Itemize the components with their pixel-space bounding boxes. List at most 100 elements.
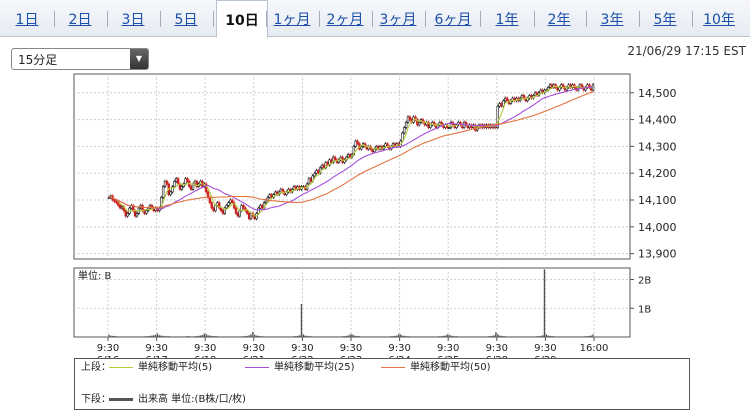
volume-bar xyxy=(358,336,361,337)
tab-2ヶ月[interactable]: 2ヶ月 xyxy=(326,12,364,28)
legend-volume: 出来高 単位:(B株/口/枚) xyxy=(109,393,246,407)
volume-bar xyxy=(192,336,194,337)
volume-bar xyxy=(528,336,531,337)
candle-body xyxy=(210,202,213,209)
tab-separator xyxy=(586,11,587,27)
volume-bar xyxy=(534,336,536,337)
volume-bar xyxy=(188,336,191,337)
tab-separator xyxy=(425,11,426,27)
candle-body xyxy=(184,178,187,185)
tab-3ヶ月[interactable]: 3ヶ月 xyxy=(379,12,417,28)
tab-2日[interactable]: 2日 xyxy=(68,12,92,28)
candle-body xyxy=(548,84,552,88)
candle-body xyxy=(502,100,505,107)
candle-body xyxy=(117,202,120,206)
volume-bar xyxy=(497,334,499,337)
interval-select-value: 15分足 xyxy=(18,53,58,67)
volume-bar xyxy=(369,336,372,337)
candle-body xyxy=(221,210,225,214)
volume-bar xyxy=(272,336,275,337)
candle-body xyxy=(307,178,311,185)
volume-bar xyxy=(517,336,519,337)
volume-bar xyxy=(588,335,591,337)
candle-body xyxy=(135,213,139,217)
volume-bar xyxy=(128,336,131,337)
volume-bar xyxy=(480,336,482,337)
volume-bar xyxy=(209,335,211,337)
candle-body xyxy=(124,210,127,217)
x-tick-label-time: 9:30 xyxy=(486,343,508,354)
volume-bar xyxy=(140,336,142,337)
volume-bar xyxy=(448,334,450,337)
candle-body xyxy=(161,186,165,198)
x-tick-label-time: 9:30 xyxy=(97,343,119,354)
tab-2年[interactable]: 2年 xyxy=(547,12,571,28)
volume-bar xyxy=(513,336,516,337)
price-tick-label: 14,200 xyxy=(638,167,677,180)
tab-10日[interactable]: 10日 xyxy=(216,0,268,38)
tab-3年[interactable]: 3年 xyxy=(600,12,624,28)
tab-10年[interactable]: 10年 xyxy=(703,12,735,28)
tab-separator xyxy=(372,11,373,27)
volume-bar xyxy=(171,336,174,337)
tab-3日[interactable]: 3日 xyxy=(121,12,145,28)
volume-bar xyxy=(237,336,239,337)
volume-bar xyxy=(280,336,282,337)
volume-bar xyxy=(420,336,422,337)
volume-bar xyxy=(160,335,162,337)
candle-body xyxy=(274,191,277,195)
candle-body xyxy=(317,170,320,174)
volume-bar xyxy=(130,336,133,337)
volume-bar xyxy=(403,335,405,337)
volume-bar xyxy=(207,335,209,337)
candle-body xyxy=(163,180,167,187)
volume-bar xyxy=(564,336,566,337)
legend-ma25-label: 単純移動平均(25) xyxy=(274,362,355,373)
volume-bar xyxy=(525,336,527,337)
tab-6ヶ月[interactable]: 6ヶ月 xyxy=(434,12,472,28)
volume-bar xyxy=(541,335,544,337)
tab-5年[interactable]: 5年 xyxy=(653,12,677,28)
x-tick-label-time: 9:30 xyxy=(145,343,167,354)
volume-bar xyxy=(231,336,234,337)
x-tick-label-time: 9:30 xyxy=(243,343,265,354)
volume-bar xyxy=(267,336,269,337)
volume-bar xyxy=(502,336,505,337)
tab-1年[interactable]: 1年 xyxy=(495,12,519,28)
candle-body xyxy=(229,199,232,203)
tab-1日[interactable]: 1日 xyxy=(15,12,39,28)
candle-body xyxy=(384,143,387,147)
volume-bar xyxy=(326,336,329,337)
volume-bar xyxy=(111,335,114,337)
volume-bar xyxy=(261,336,263,337)
volume-bar xyxy=(252,331,254,337)
chevron-down-icon[interactable]: ▼ xyxy=(130,49,148,69)
volume-bar xyxy=(560,336,562,337)
volume-bar xyxy=(538,336,540,337)
volume-bar xyxy=(125,336,127,337)
legend-ma50: 単純移動平均(50) xyxy=(381,361,491,375)
candle-body xyxy=(498,103,501,107)
volume-bar xyxy=(532,336,534,337)
candle-body xyxy=(232,202,236,209)
volume-bar xyxy=(254,334,256,337)
legend-ma50-label: 単純移動平均(50) xyxy=(410,362,491,373)
volume-bar xyxy=(263,336,265,337)
tab-1ヶ月[interactable]: 1ヶ月 xyxy=(273,12,311,28)
volume-bar xyxy=(351,334,353,337)
volume-bar xyxy=(371,336,374,337)
volume-bar xyxy=(442,335,445,337)
candle-body xyxy=(556,87,559,91)
legend-ma5-label: 単純移動平均(5) xyxy=(138,362,213,373)
volume-bar xyxy=(162,335,164,337)
candle-body xyxy=(246,210,249,214)
volume-bar xyxy=(310,336,312,337)
candle-body xyxy=(533,92,537,96)
volume-bar xyxy=(216,336,219,337)
candle-body xyxy=(231,199,234,203)
candle-body xyxy=(356,140,359,145)
volume-bar xyxy=(233,336,235,337)
interval-select[interactable]: 15分足 ▼ xyxy=(11,48,149,70)
tab-5日[interactable]: 5日 xyxy=(174,12,198,28)
volume-bar xyxy=(467,336,469,337)
